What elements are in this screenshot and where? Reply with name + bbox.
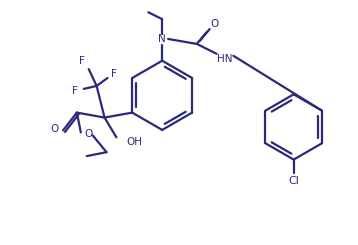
Text: Cl: Cl xyxy=(288,176,299,186)
Text: F: F xyxy=(72,86,78,96)
Text: HN: HN xyxy=(217,54,232,64)
Text: O: O xyxy=(50,124,58,135)
Text: F: F xyxy=(79,56,85,66)
Text: O: O xyxy=(211,19,219,29)
Text: OH: OH xyxy=(126,137,142,147)
Text: O: O xyxy=(84,129,93,139)
Text: F: F xyxy=(111,69,117,79)
Text: N: N xyxy=(158,34,166,44)
